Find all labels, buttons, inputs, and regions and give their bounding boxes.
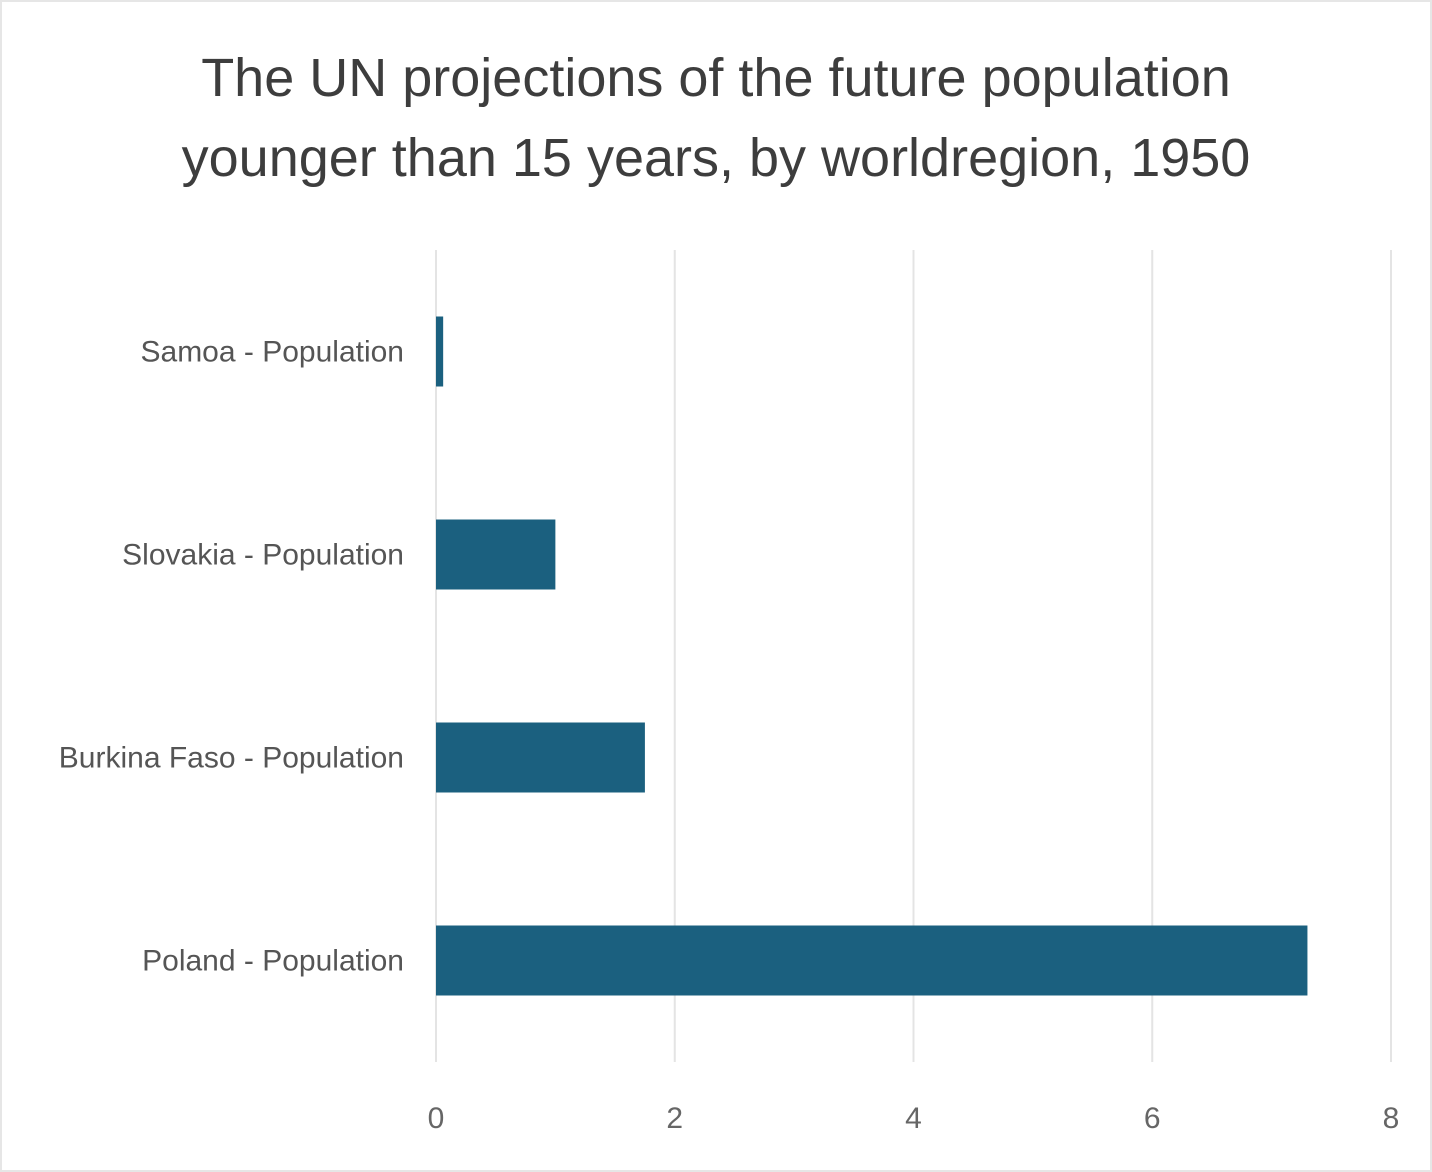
- x-tick-label-3: 6: [1144, 1102, 1161, 1135]
- bar-0: [436, 316, 444, 387]
- y-category-label-0: Samoa - Population: [141, 336, 405, 369]
- x-tick-label-1: 2: [666, 1102, 683, 1135]
- y-category-label-3: Poland - Population: [142, 945, 404, 978]
- x-tick-label-0: 0: [428, 1102, 445, 1135]
- chart-title-line-1: The UN projections of the future populat…: [201, 48, 1231, 108]
- x-tick-label-4: 8: [1383, 1102, 1400, 1135]
- y-category-label-1: Slovakia - Population: [122, 539, 404, 572]
- chart-title-line-2: younger than 15 years, by worldregion, 1…: [181, 128, 1251, 188]
- bar-3: [436, 925, 1308, 996]
- y-category-label-2: Burkina Faso - Population: [59, 742, 404, 775]
- bar-2: [436, 722, 645, 793]
- bar-1: [436, 519, 556, 590]
- x-tick-label-2: 4: [905, 1102, 922, 1135]
- chart-title: The UN projections of the future populat…: [0, 38, 1432, 198]
